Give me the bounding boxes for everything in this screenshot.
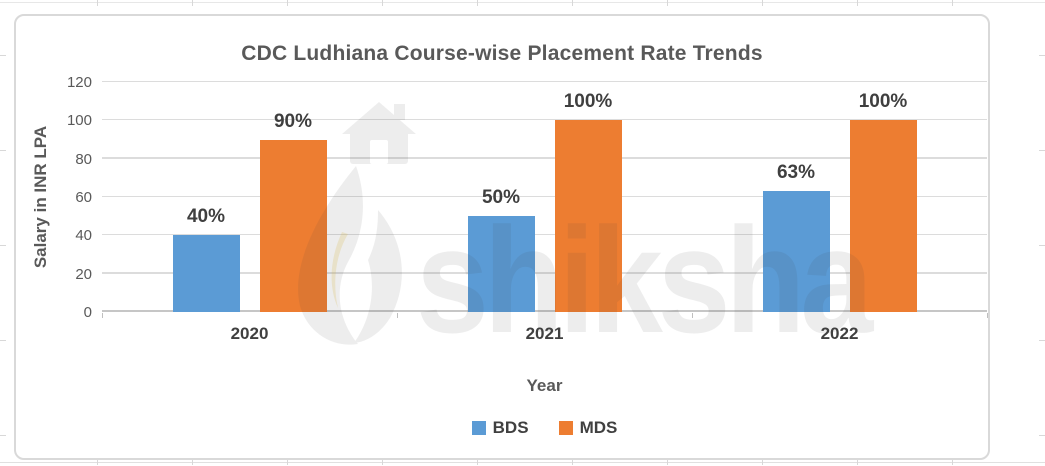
data-label-bds-2020: 40% [186, 206, 226, 228]
y-tick-label-100: 100 [66, 112, 92, 130]
sheet-column-tick [952, 459, 953, 465]
legend-label-bds: BDS [492, 418, 529, 437]
gridline-60 [102, 195, 987, 197]
data-label-mds-2022: 100% [858, 91, 908, 113]
sheet-gridline [0, 2, 1045, 3]
sheet-column-tick [477, 459, 478, 465]
gridline-120 [102, 80, 987, 82]
data-label-bds-2022: 63% [776, 162, 816, 184]
legend: BDS MDS [102, 418, 987, 438]
sheet-column-tick [287, 459, 288, 465]
y-tick-label-0: 0 [83, 304, 92, 321]
sheet-row-tick [1039, 55, 1045, 56]
gridline-0 [102, 310, 987, 312]
sheet-row-tick [0, 245, 6, 246]
axis-tick [396, 313, 398, 318]
sheet-column-tick [572, 459, 573, 465]
y-tick-label-20: 20 [75, 265, 92, 283]
sheet-row-tick [0, 340, 6, 341]
sheet-row-tick [1039, 435, 1045, 436]
x-tick-label-2020: 2020 [230, 324, 269, 343]
x-axis-ticks [102, 312, 988, 319]
bar-bds-2020: 40% [172, 206, 240, 312]
y-tick-label-60: 60 [75, 189, 92, 206]
sheet-row-tick [1039, 245, 1045, 246]
axis-tick [691, 313, 693, 318]
sheet-row-tick [1039, 340, 1045, 341]
legend-item-bds: BDS [471, 418, 529, 438]
sheet-column-tick [287, 0, 288, 6]
x-axis-labels: 2020 2021 2022 [102, 324, 987, 344]
data-label-bds-2021: 50% [481, 187, 521, 209]
y-tick-label-120: 120 [66, 74, 92, 91]
bar-bds-2021: 50% [467, 187, 535, 312]
gridline-80 [102, 157, 987, 159]
axis-tick [102, 313, 103, 318]
x-tick-label-2022: 2022 [820, 324, 859, 343]
gridline-40 [102, 233, 987, 236]
sheet-column-tick [97, 459, 98, 465]
bar-mds-2021: 100% [554, 91, 622, 312]
sheet-column-tick [667, 0, 668, 6]
legend-label-mds: MDS [579, 418, 618, 437]
gridline-20 [102, 272, 987, 274]
sheet-column-tick [97, 0, 98, 6]
sheet-row-tick [0, 150, 6, 151]
bar-mds-2022: 100% [849, 91, 917, 312]
bar-group-2020: 40% 90% [102, 82, 397, 312]
bar-groups: 40% 90% 50% 100% 63% 100% [102, 82, 987, 312]
y-axis-tick-labels: 0 20 40 60 80 100 120 [16, 74, 92, 321]
sheet-column-tick [952, 0, 953, 6]
sheet-column-tick [572, 0, 573, 6]
y-tick-label-80: 80 [75, 150, 92, 168]
sheet-column-tick [762, 459, 763, 465]
sheet-column-tick [857, 0, 858, 6]
chart-title: CDC Ludhiana Course-wise Placement Rate … [241, 42, 763, 65]
sheet-column-tick [382, 0, 383, 6]
legend-item-mds: MDS [558, 418, 618, 438]
sheet-column-tick [192, 459, 193, 465]
sheet-column-tick [667, 459, 668, 465]
data-label-mds-2021: 100% [563, 91, 613, 113]
sheet-gridline [0, 462, 1045, 463]
x-axis-title: Year [526, 376, 563, 395]
bar-group-2022: 63% 100% [692, 82, 987, 312]
gridline-100 [102, 118, 987, 121]
x-tick-label-2021: 2021 [525, 324, 564, 343]
sheet-column-tick [477, 0, 478, 6]
sheet-column-tick [382, 459, 383, 465]
y-tick-label-40: 40 [75, 227, 92, 245]
sheet-row-tick [0, 435, 6, 436]
chart: CDC Ludhiana Course-wise Placement Rate … [14, 14, 990, 460]
data-label-mds-2020: 90% [273, 110, 313, 132]
sheet-column-tick [762, 0, 763, 6]
bar-bds-2022: 63% [762, 162, 830, 312]
sheet-column-tick [857, 459, 858, 465]
sheet-row-tick [1039, 150, 1045, 151]
legend-swatch-bds [471, 421, 486, 435]
sheet-column-tick [192, 0, 193, 6]
sheet-row-tick [0, 55, 6, 56]
bar-group-2021: 50% 100% [397, 82, 692, 312]
bar-mds-2020: 90% [259, 111, 327, 312]
legend-swatch-mds [558, 421, 573, 435]
axis-tick [987, 313, 988, 318]
plot-area: 40% 90% 50% 100% 63% 100% [102, 80, 987, 312]
